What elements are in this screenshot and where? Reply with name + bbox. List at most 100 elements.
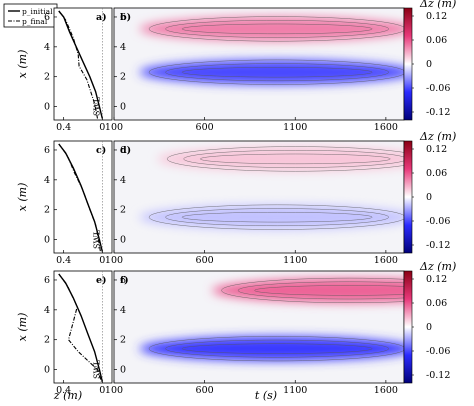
profile-line-p_final <box>58 10 99 119</box>
x-tick-label: 600 <box>196 122 214 133</box>
profile-line-p_final <box>58 143 101 252</box>
profile-frame <box>53 7 113 121</box>
swl-label: SWL <box>92 229 101 249</box>
y-tick-label: 4 <box>120 175 126 186</box>
colorbar-tick-label: -0.12 <box>426 370 450 381</box>
x-tick-label: 1600 <box>374 385 398 396</box>
contour-line <box>200 153 391 165</box>
contour-field <box>114 8 404 120</box>
y-tick-label: 6 <box>44 275 50 286</box>
colorbar-title: Δz (m) <box>419 0 456 10</box>
colorbar-3: 0.12 0.06 0 -0.06 -0.12 Δz (m) <box>403 260 456 384</box>
colorbar-1: 0.12 0.06 0 -0.06 -0.12 Δz (m) <box>403 0 456 121</box>
contour-line <box>165 63 389 82</box>
x-tick-label: 100 <box>105 255 123 266</box>
y-tick-label: 4 <box>120 305 126 316</box>
colorbar-tick-label: 0.06 <box>426 168 447 179</box>
contour-band <box>139 336 404 361</box>
colorbar-tick-label: -0.12 <box>426 107 450 118</box>
profile-panel-2: SWL c) 6 4 2 0 x (m) 0.4 0 <box>16 140 113 266</box>
contour-panel-3: f)6 4 2 0 100 600 1100 1600 <box>105 270 405 396</box>
colorbar-gradient <box>403 7 413 121</box>
profile-x-axis-label: z (m) <box>53 389 82 402</box>
contour-band <box>139 204 404 230</box>
contour-line <box>181 67 373 78</box>
contour-band <box>211 278 404 303</box>
colorbar-title: Δz (m) <box>419 130 456 143</box>
y-tick-label: 2 <box>120 335 126 346</box>
contour-panel-2: d)6 4 2 0 100 600 1100 1600 <box>105 140 405 266</box>
x-tick-label: 0.4 <box>56 122 71 133</box>
y-axis-label: x (m) <box>16 50 29 79</box>
colorbar-tick-label: 0.12 <box>426 144 447 155</box>
contour-band <box>139 16 404 42</box>
y-tick-label: 6 <box>120 275 126 286</box>
colorbar-gradient <box>403 270 413 384</box>
x-tick-label: 0.4 <box>56 385 71 396</box>
y-tick-label: 0 <box>44 102 50 113</box>
y-tick-label: 2 <box>44 335 50 346</box>
y-tick-label: 0 <box>44 365 50 376</box>
contour-line <box>221 277 404 303</box>
colorbar-tick-label: 0.12 <box>426 274 447 285</box>
y-axis-label: x (m) <box>16 183 29 212</box>
colorbar-title: Δz (m) <box>419 260 456 273</box>
panel-label: e) <box>96 275 107 286</box>
profile-frame <box>53 270 113 384</box>
colorbar-tick-label: 0.06 <box>426 298 447 309</box>
contour-line <box>181 212 373 223</box>
x-tick-label: 100 <box>105 122 123 133</box>
panel-label: c) <box>96 145 106 156</box>
y-tick-label: 0 <box>120 102 126 113</box>
y-tick-label: 6 <box>120 12 126 23</box>
y-tick-label: 0 <box>120 365 126 376</box>
contour-panel-1: b)6 4 2 0 100 600 1100 1600 <box>105 7 405 133</box>
colorbar-tick-label: 0 <box>426 59 432 70</box>
legend-final-label: p_final <box>22 17 48 26</box>
x-tick-label: 1600 <box>374 255 398 266</box>
y-tick-label: 4 <box>44 305 50 316</box>
y-tick-label: 2 <box>44 205 50 216</box>
contour-line <box>148 336 404 362</box>
y-tick-label: 0 <box>120 235 126 246</box>
contour-line <box>183 150 404 168</box>
x-tick-label: 0.4 <box>56 255 71 266</box>
x-tick-label: 0 <box>99 122 105 133</box>
colorbar-gradient <box>403 140 413 254</box>
x-tick-label: 1100 <box>283 255 307 266</box>
profile-panel-1: SWL a) 6 4 2 0 x (m) 0.4 0 <box>16 7 113 133</box>
panel-label: a) <box>96 12 107 23</box>
x-tick-label: 1600 <box>374 122 398 133</box>
contour-line <box>166 146 404 172</box>
colorbar-tick-label: 0 <box>426 322 432 333</box>
contour-field <box>114 271 404 383</box>
contour-line <box>148 16 404 42</box>
colorbar-2: 0.12 0.06 0 -0.06 -0.12 Δz (m) <box>403 130 456 254</box>
colorbar-tick-label: 0.12 <box>426 11 447 22</box>
y-tick-label: 2 <box>120 72 126 83</box>
contour-line <box>165 208 389 226</box>
contour-line <box>181 23 373 35</box>
profile-line-p_final <box>58 273 102 382</box>
panel-label: b) <box>120 12 131 23</box>
panel-label: f) <box>120 275 129 286</box>
x-tick-label: 1100 <box>283 122 307 133</box>
profile-frame <box>53 140 113 254</box>
x-tick-label: 0 <box>99 255 105 266</box>
x-tick-label: 600 <box>196 385 214 396</box>
y-tick-label: 2 <box>44 72 50 83</box>
colorbar-tick-label: 0 <box>426 192 432 203</box>
y-tick-label: 6 <box>44 12 50 23</box>
colorbar-tick-label: -0.06 <box>426 216 450 227</box>
y-tick-label: 4 <box>44 175 50 186</box>
x-tick-label: 600 <box>196 255 214 266</box>
colorbar-tick-label: -0.06 <box>426 83 450 94</box>
swl-label: SWL <box>92 96 101 116</box>
contour-band <box>139 59 404 85</box>
y-tick-label: 4 <box>44 42 50 53</box>
contour-field <box>114 141 404 253</box>
colorbar-tick-label: -0.06 <box>426 346 450 357</box>
